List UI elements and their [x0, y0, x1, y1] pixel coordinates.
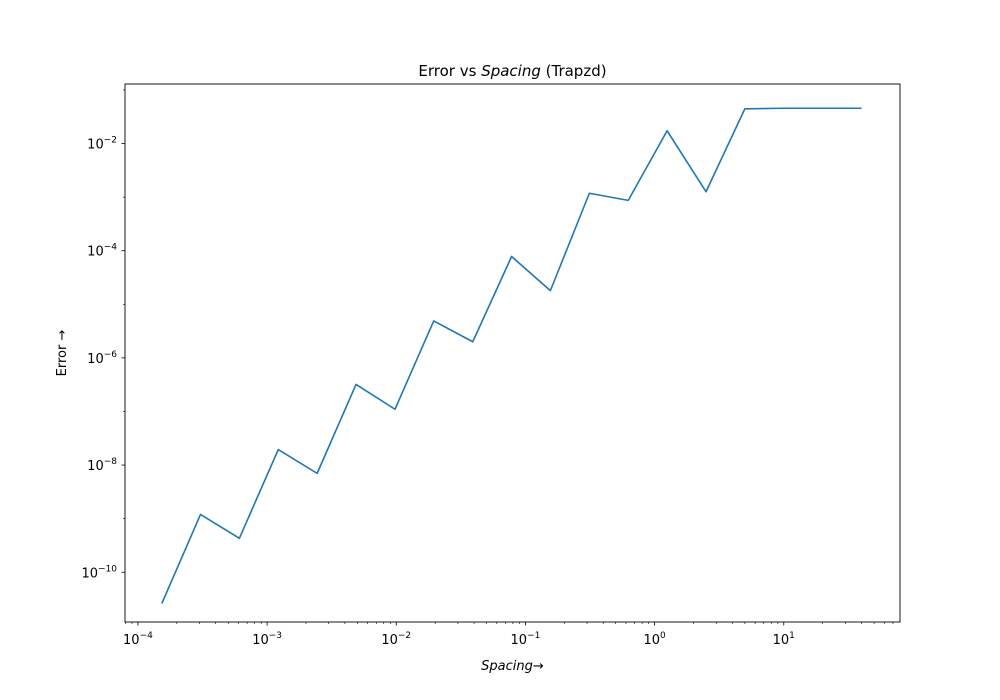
chart-title-italic: Spacing: [481, 62, 541, 80]
y-tick-base: 10: [87, 352, 104, 367]
data-point: [471, 340, 475, 344]
y-tick-label: 10−8: [87, 457, 117, 474]
data-point: [665, 129, 669, 133]
data-point: [743, 107, 747, 111]
data-point: [237, 536, 241, 540]
data-point: [548, 289, 552, 293]
data-point: [860, 106, 864, 110]
x-tick-exponent: −3: [269, 631, 282, 641]
data-point: [199, 512, 203, 516]
y-tick-label: 10−4: [87, 243, 117, 260]
x-axis-label: Spacing→: [481, 659, 544, 674]
y-tick-exponent: −6: [104, 350, 118, 360]
data-point: [782, 106, 786, 110]
y-tick-label: 10−2: [87, 136, 117, 153]
x-tick-label: 10−2: [381, 631, 411, 648]
y-tick-exponent: −4: [104, 243, 118, 253]
x-tick-exponent: 0: [660, 631, 666, 641]
x-tick-exponent: −2: [398, 631, 411, 641]
y-tick-label: 10−6: [87, 350, 117, 367]
plot-area: [160, 106, 864, 606]
x-tick-exponent: −4: [140, 631, 154, 641]
y-tick-base: 10: [87, 138, 104, 153]
x-tick-exponent: −1: [527, 631, 540, 641]
x-tick-label: 101: [773, 631, 795, 648]
x-tick-base: 10: [123, 633, 140, 648]
x-tick-base: 10: [773, 633, 790, 648]
y-tick-exponent: −2: [104, 136, 117, 146]
x-tick-label: 10−1: [511, 631, 541, 648]
chart-title: Error vs Spacing (Trapzd): [418, 62, 606, 80]
data-point: [704, 190, 708, 194]
data-point: [821, 106, 825, 110]
y-tick-exponent: −8: [104, 457, 118, 467]
x-tick-label: 100: [643, 631, 666, 648]
data-point: [160, 602, 164, 606]
x-tick-label: 10−3: [252, 631, 282, 648]
series-line: [161, 107, 862, 604]
x-axis-label-post: →: [533, 659, 544, 674]
y-tick-base: 10: [87, 245, 104, 260]
data-point: [432, 319, 436, 323]
data-point: [587, 191, 591, 195]
data-point: [276, 448, 280, 452]
y-tick-label: 10−10: [81, 564, 117, 581]
x-tick-label: 10−4: [123, 631, 153, 648]
x-axis-ticks: 10−4 10−3 10−2 10−1 100 101: [123, 622, 894, 648]
chart-title-post: (Trapzd): [541, 62, 607, 80]
x-tick-exponent: 1: [789, 631, 795, 641]
x-tick-base: 10: [511, 633, 528, 648]
chart-title-pre: Error vs: [418, 62, 481, 80]
data-point: [315, 471, 319, 475]
x-tick-base: 10: [381, 633, 398, 648]
y-axis-label: Error →: [55, 330, 70, 377]
y-tick-base: 10: [81, 566, 98, 581]
data-point: [354, 382, 358, 386]
x-axis-label-italic: Spacing: [481, 659, 533, 674]
data-point: [510, 254, 514, 258]
data-point: [626, 198, 630, 202]
x-tick-base: 10: [643, 633, 660, 648]
y-tick-exponent: −10: [98, 564, 117, 574]
y-tick-base: 10: [87, 459, 104, 474]
x-tick-base: 10: [252, 633, 269, 648]
data-point: [393, 407, 397, 411]
axes-frame: [124, 83, 901, 623]
